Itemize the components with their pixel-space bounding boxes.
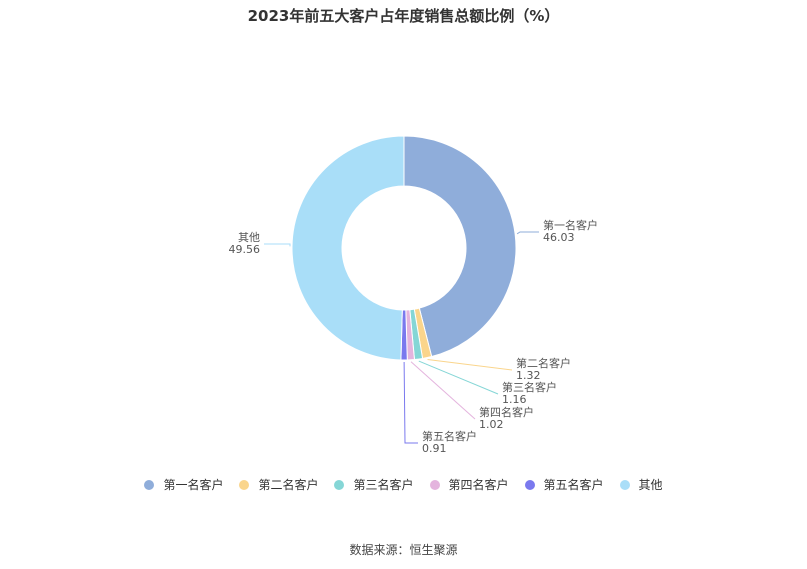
- donut-slice-1[interactable]: [403, 135, 517, 358]
- legend-marker-icon: [524, 479, 535, 490]
- legend-label: 其他: [638, 478, 663, 492]
- slice-label-value-2: 1.32: [516, 369, 541, 382]
- legend-item-1[interactable]: 第一名客户: [144, 476, 223, 493]
- legend-marker-icon: [144, 479, 155, 490]
- slice-label-name-3: 第三名客户: [502, 380, 557, 394]
- source-note: 数据来源：恒生聚源: [349, 543, 458, 557]
- slice-label-value-5: 0.91: [422, 442, 447, 455]
- slice-label-value-3: 1.16: [502, 393, 527, 406]
- legend-label: 第四名客户: [448, 478, 509, 492]
- leader-line-6: [264, 243, 291, 247]
- slice-label-name-6: 其他: [238, 231, 260, 244]
- leader-line-4: [410, 361, 476, 420]
- legend: 第一名客户 第二名客户 第三名客户 第四名客户 第五名客户 其他: [0, 476, 807, 493]
- donut-slice-6[interactable]: [291, 135, 405, 361]
- slice-label-value-6: 49.56: [229, 243, 261, 256]
- legend-item-6[interactable]: 其他: [619, 476, 663, 493]
- slice-label-value-4: 1.02: [479, 418, 504, 431]
- chart-title: 2023年前五大客户占年度销售总额比例（%）: [247, 7, 560, 25]
- leader-line-5: [403, 361, 418, 444]
- legend-marker-icon: [334, 479, 345, 490]
- legend-item-4[interactable]: 第四名客户: [429, 476, 509, 493]
- slice-label-name-2: 第二名客户: [516, 356, 571, 370]
- legend-label: 第五名客户: [543, 478, 604, 492]
- leader-line-3: [418, 360, 499, 395]
- slice-label-name-5: 第五名客户: [422, 429, 477, 443]
- slice-label-name-4: 第四名客户: [479, 405, 534, 419]
- legend-label: 第一名客户: [163, 478, 224, 492]
- legend-label: 第三名客户: [353, 478, 414, 492]
- legend-item-3[interactable]: 第三名客户: [334, 476, 414, 493]
- leader-line-1: [516, 231, 539, 235]
- legend-item-2[interactable]: 第二名客户: [239, 476, 318, 493]
- legend-marker-icon: [239, 479, 250, 490]
- legend-marker-icon: [619, 479, 630, 490]
- slice-label-value-1: 46.03: [543, 231, 575, 244]
- legend-marker-icon: [429, 479, 440, 490]
- legend-item-5[interactable]: 第五名客户: [524, 476, 604, 493]
- leader-line-2: [427, 359, 513, 371]
- slice-label-name-1: 第一名客户: [543, 218, 598, 232]
- legend-label: 第二名客户: [258, 478, 319, 492]
